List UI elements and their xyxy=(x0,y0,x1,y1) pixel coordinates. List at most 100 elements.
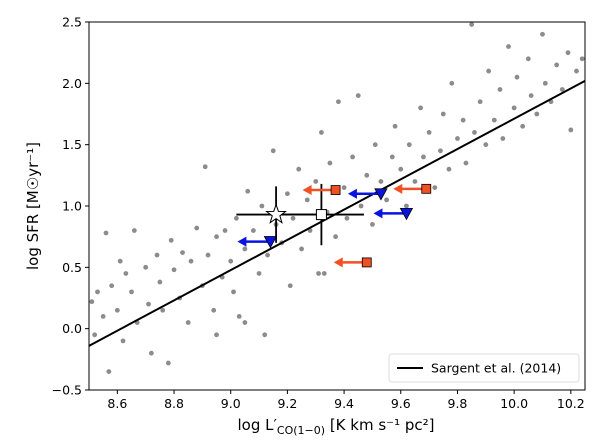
data-point xyxy=(270,148,276,154)
data-point xyxy=(384,197,389,203)
data-point xyxy=(157,279,163,285)
data-point xyxy=(129,289,134,295)
y-tick-label: 1.5 xyxy=(62,137,82,152)
x-label-sub: CO(1−0) xyxy=(277,424,325,437)
data-point xyxy=(463,160,469,166)
data-point xyxy=(358,203,364,209)
limit-triangle xyxy=(263,236,278,249)
x-tick-label: 9.8 xyxy=(448,396,468,411)
data-point xyxy=(180,250,185,256)
x-tick-label: 10.2 xyxy=(557,396,585,411)
data-point xyxy=(250,228,256,233)
data-point xyxy=(370,222,375,227)
data-point xyxy=(426,130,432,135)
data-point xyxy=(231,289,236,295)
data-point xyxy=(469,22,475,27)
data-point xyxy=(313,179,319,184)
x-tick-label: 8.6 xyxy=(107,396,127,411)
legend-label: Sargent et al. (2014) xyxy=(431,361,561,376)
data-point xyxy=(514,74,520,80)
limit-triangle xyxy=(374,188,388,201)
data-point xyxy=(233,215,239,221)
data-point xyxy=(319,130,324,135)
data-point xyxy=(500,136,506,141)
data-point xyxy=(120,338,126,344)
data-point xyxy=(565,50,571,56)
y-tick-label: 2.5 xyxy=(62,15,82,30)
data-point xyxy=(540,31,545,37)
data-point xyxy=(406,142,412,148)
data-point xyxy=(236,314,242,319)
data-point xyxy=(477,99,483,105)
data-point xyxy=(205,252,211,258)
data-point xyxy=(304,197,310,203)
limit-square xyxy=(330,185,341,195)
data-point xyxy=(525,56,531,62)
data-point xyxy=(131,228,137,233)
limit-arrowhead xyxy=(347,188,357,199)
data-point xyxy=(554,62,560,68)
data-point xyxy=(491,117,497,123)
fit-line xyxy=(88,79,586,347)
data-point xyxy=(211,307,217,313)
data-point xyxy=(290,215,296,221)
star-marker xyxy=(265,203,288,224)
data-point xyxy=(449,80,455,86)
data-point xyxy=(389,154,395,160)
data-point xyxy=(160,307,166,313)
legend-box xyxy=(388,353,580,383)
x-tick-label: 9.4 xyxy=(334,396,354,411)
data-point xyxy=(148,350,154,356)
data-point xyxy=(412,179,418,184)
data-point xyxy=(165,360,171,366)
data-point xyxy=(333,234,338,240)
data-point xyxy=(100,314,106,319)
limit-square xyxy=(421,183,432,194)
data-point xyxy=(398,166,404,172)
y-tick-label: 0.0 xyxy=(62,321,82,336)
limit-arrowhead xyxy=(373,208,383,219)
data-point xyxy=(460,117,466,123)
data-point xyxy=(404,203,409,209)
y-tick-label: 2.0 xyxy=(62,76,82,91)
limit-triangle xyxy=(399,207,414,221)
limit-arrowhead xyxy=(237,236,247,247)
y-tick-label: −0.5 xyxy=(52,383,82,398)
data-point xyxy=(228,258,234,264)
data-point xyxy=(378,179,384,184)
limit-square xyxy=(361,257,372,268)
limit-arrowhead xyxy=(333,257,343,268)
data-point xyxy=(421,154,426,160)
plot-frame xyxy=(88,21,586,391)
data-point xyxy=(185,320,191,325)
data-point xyxy=(171,267,177,273)
y-tick-label: 1.0 xyxy=(62,199,82,214)
data-point xyxy=(520,123,526,129)
data-point xyxy=(214,234,219,240)
data-point xyxy=(483,142,489,148)
x-label-rest: [K km s⁻¹ pc²] xyxy=(325,416,434,434)
x-tick-label: 8.8 xyxy=(164,396,184,411)
limit-arrowhead xyxy=(393,183,403,194)
data-point xyxy=(497,87,503,92)
data-point xyxy=(194,225,200,231)
data-point xyxy=(438,148,443,154)
data-point xyxy=(89,299,95,305)
limit-arrowhead xyxy=(302,185,312,196)
data-point xyxy=(287,283,293,289)
x-tick-label: 9.6 xyxy=(391,396,411,411)
data-point xyxy=(106,369,112,374)
data-point xyxy=(117,258,123,264)
data-point xyxy=(242,320,248,325)
data-point xyxy=(143,264,149,270)
data-point xyxy=(542,80,548,86)
data-point xyxy=(472,130,477,135)
data-point xyxy=(372,142,378,148)
data-point xyxy=(222,228,228,233)
data-point xyxy=(262,332,268,338)
data-point xyxy=(114,307,120,313)
x-tick-label: 10.0 xyxy=(500,396,528,411)
data-point xyxy=(245,188,251,194)
x-tick-label: 9.2 xyxy=(277,396,297,411)
